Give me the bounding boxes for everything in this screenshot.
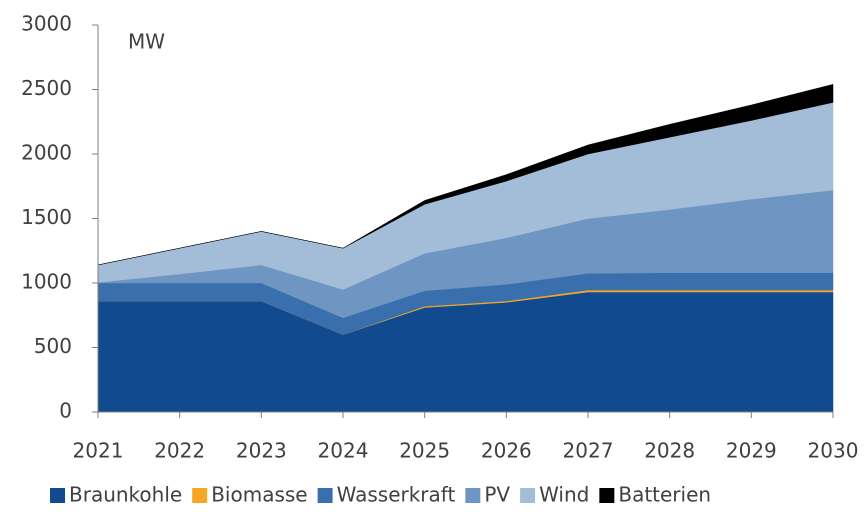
legend-label: Braunkohle: [69, 483, 182, 507]
x-tick-label: 2022: [154, 439, 205, 463]
x-tick-label: 2029: [726, 439, 777, 463]
x-tick-label: 2025: [399, 439, 450, 463]
legend-label: Biomasse: [211, 483, 307, 507]
x-tick-label: 2027: [563, 439, 614, 463]
y-tick-label: 1000: [21, 270, 72, 294]
areas: [97, 84, 834, 413]
x-tick-label: 2021: [73, 439, 124, 463]
y-tick-label: 3000: [21, 12, 72, 36]
y-tick-label: 2000: [21, 141, 72, 165]
unit-annotation: MW: [128, 30, 165, 54]
legend-swatch: [50, 488, 65, 503]
legend-swatch: [192, 488, 208, 503]
x-tick-label: 2026: [481, 439, 532, 463]
y-tick-label: 2500: [21, 76, 72, 100]
y-tick-label: 0: [59, 399, 72, 423]
area: [97, 84, 834, 266]
legend-label: Wasserkraft: [337, 483, 456, 507]
legend-label: Batterien: [618, 483, 711, 507]
x-tick-label: 2024: [318, 439, 369, 463]
x-tick-label: 2030: [808, 439, 859, 463]
x-tick-label: 2023: [236, 439, 287, 463]
legend-swatch: [520, 488, 536, 503]
legend-swatch: [465, 488, 481, 503]
legend-label: Wind: [539, 483, 589, 507]
x-tick-label: 2028: [644, 439, 695, 463]
legend-swatch: [599, 488, 615, 503]
y-tick-label: 500: [34, 334, 72, 358]
area: [97, 291, 834, 413]
y-tick-label: 1500: [21, 205, 72, 229]
legend-label: PV: [484, 483, 510, 507]
legend-swatch: [317, 488, 333, 503]
